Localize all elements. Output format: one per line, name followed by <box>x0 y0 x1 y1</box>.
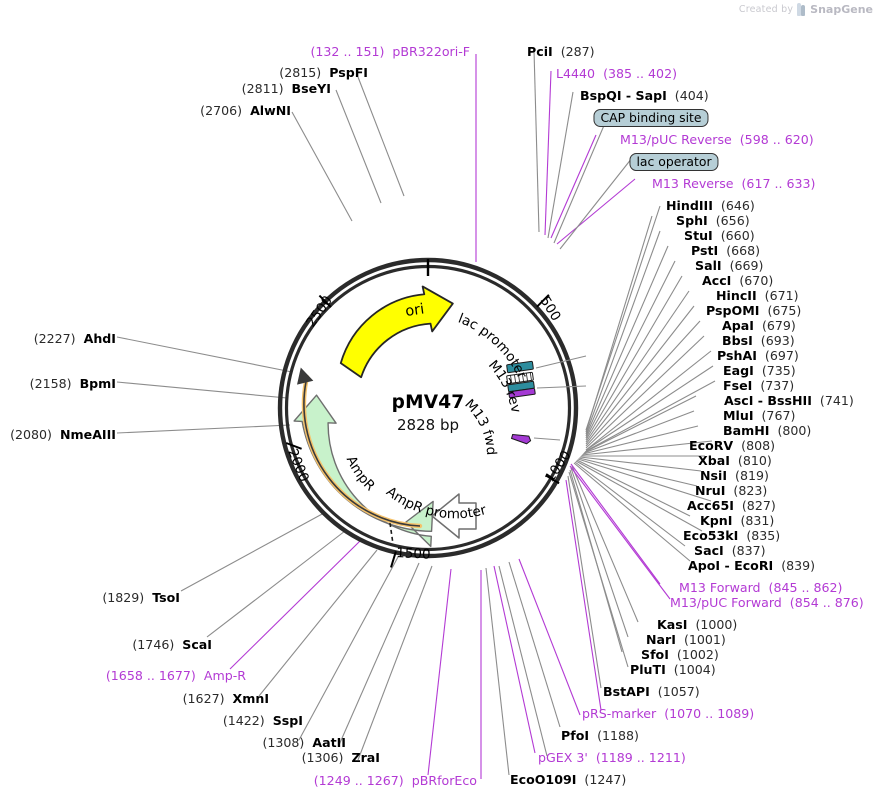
annotation-hincii[interactable]: HincII (671) <box>716 288 799 303</box>
annotation-asci-bsshii[interactable]: AscI - BssHII (741) <box>724 393 854 408</box>
annotation-pbrforeco[interactable]: (1249 .. 1267) pBRforEco <box>313 773 477 788</box>
annotation-apai[interactable]: ApaI (679) <box>722 318 796 333</box>
feature-label-m13-fwd: M13 fwd <box>461 396 499 455</box>
feature-label-m13-rev: M13 rev <box>485 357 524 414</box>
mcs-feature-boxes <box>506 355 587 445</box>
svg-text:500: 500 <box>537 294 564 324</box>
annotation-aatii[interactable]: (1308) AatII <box>262 735 346 750</box>
annotation-bspqi-sapi[interactable]: BspQI - SapI (404) <box>580 88 709 103</box>
annotation-ecoo109i[interactable]: EcoO109I (1247) <box>510 772 627 787</box>
annotation-nsii[interactable]: NsiI (819) <box>700 468 769 483</box>
annotation-eagi[interactable]: EagI (735) <box>723 363 796 378</box>
annotation-pspomi[interactable]: PspOMI (675) <box>706 303 802 318</box>
annotation-m13-puc-reverse[interactable]: M13/pUC Reverse (598 .. 620) <box>620 132 814 147</box>
feature-label-ori: ori <box>404 301 425 319</box>
watermark-prefix: Created by <box>738 4 794 15</box>
annotation-m13-reverse[interactable]: M13 Reverse (617 .. 633) <box>652 176 816 191</box>
annotation-bseyi[interactable]: (2811) BseYI <box>241 81 331 96</box>
annotation-apoi-ecori[interactable]: ApoI - EcoRI (839) <box>688 558 816 573</box>
snapgene-watermark: Created by SnapGene <box>739 3 873 16</box>
annotation-bamhi[interactable]: BamHI (800) <box>723 423 812 438</box>
annotation-bbsi[interactable]: BbsI (693) <box>722 333 795 348</box>
svg-text:2000: 2000 <box>284 447 312 485</box>
feature-ampr-promoter <box>431 493 477 539</box>
annotation-sphi[interactable]: SphI (656) <box>676 213 750 228</box>
annotation-saci[interactable]: SacI (837) <box>694 543 766 558</box>
annotation-m13-puc-forward[interactable]: M13/pUC Forward (854 .. 876) <box>670 595 864 610</box>
coordinate-ticks <box>285 259 560 568</box>
annotation-kasi[interactable]: KasI (1000) <box>657 617 738 632</box>
annotation-acc65i[interactable]: Acc65I (827) <box>687 498 776 513</box>
boxed-label-lac-operator[interactable]: lac operator <box>629 153 719 171</box>
annotation-pshai[interactable]: PshAI (697) <box>717 348 799 363</box>
annotation-amp-r[interactable]: (1658 .. 1677) Amp-R <box>105 668 246 683</box>
annotation-bpmi[interactable]: (2158) BpmI <box>29 376 116 391</box>
svg-text:ori: ori <box>404 301 425 319</box>
annotation-psti[interactable]: PstI (668) <box>691 243 761 258</box>
annotation-pluti[interactable]: PluTI (1004) <box>630 662 716 677</box>
annotation-bstapi[interactable]: BstAPI (1057) <box>603 684 700 699</box>
annotation-sspi[interactable]: (1422) SspI <box>222 713 303 728</box>
annotation-nrui[interactable]: NruI (823) <box>695 483 768 498</box>
feature-label-ampr-promoter: AmpR promoter <box>383 484 488 523</box>
annotation-m13-forward[interactable]: M13 Forward (845 .. 862) <box>679 580 843 595</box>
annotation-zrai[interactable]: (1306) ZraI <box>301 750 380 765</box>
feature-label-lac-promoter: lac promoter <box>456 311 530 382</box>
annotation-acci[interactable]: AccI (670) <box>702 273 774 288</box>
annotation-sfoi[interactable]: SfoI (1002) <box>641 647 719 662</box>
annotation-xmni[interactable]: (1627) XmnI <box>182 691 269 706</box>
annotation-scai[interactable]: (1746) ScaI <box>132 637 212 652</box>
svg-text:1000: 1000 <box>542 448 574 485</box>
feature-ori <box>339 285 454 379</box>
boxed-label-cap-binding-site[interactable]: CAP binding site <box>593 109 709 127</box>
feature-label-ampr: AmpR <box>343 453 378 494</box>
annotation-pgex-3prime[interactable]: pGEX 3' (1189 .. 1211) <box>538 750 686 765</box>
annotation-pbr322ori-f[interactable]: (132 .. 151) pBR322ori-F <box>310 44 470 59</box>
annotation-eco53ki[interactable]: Eco53kI (835) <box>683 528 781 543</box>
annotation-nari[interactable]: NarI (1001) <box>646 632 726 647</box>
annotation-alwni[interactable]: (2706) AlwNI <box>200 103 291 118</box>
annotation-l4440[interactable]: L4440 (385 .. 402) <box>556 66 677 81</box>
annotation-kpni[interactable]: KpnI (831) <box>700 513 775 528</box>
annotation-ahdi[interactable]: (2227) AhdI <box>33 331 116 346</box>
svg-text:1500: 1500 <box>396 545 431 563</box>
annotation-prs-marker[interactable]: pRS-marker (1070 .. 1089) <box>582 706 755 721</box>
watermark-brand: SnapGene <box>810 3 873 16</box>
annotation-pfoi[interactable]: PfoI (1188) <box>561 728 639 743</box>
svg-text:2500: 2500 <box>303 293 336 330</box>
annotation-xbai[interactable]: XbaI (810) <box>698 453 772 468</box>
annotation-sali[interactable]: SalI (669) <box>695 258 764 273</box>
plasmid-size: 2828 bp <box>397 416 459 434</box>
annotation-pcii[interactable]: PciI (287) <box>527 44 595 59</box>
annotation-stui[interactable]: StuI (660) <box>684 228 755 243</box>
annotation-mlui[interactable]: MluI (767) <box>723 408 796 423</box>
annotation-tsoi[interactable]: (1829) TsoI <box>102 590 180 605</box>
annotation-pspfi[interactable]: (2815) PspFI <box>279 65 368 80</box>
annotation-hindiii[interactable]: HindIII (646) <box>666 198 755 213</box>
annotation-fsei[interactable]: FseI (737) <box>723 378 795 393</box>
annotation-ecorv[interactable]: EcoRV (808) <box>689 438 776 453</box>
snapgene-logo-icon <box>797 3 806 16</box>
plasmid-name: pMV47 <box>391 392 465 413</box>
annotation-nmeaiii[interactable]: (2080) NmeAIII <box>10 427 116 442</box>
